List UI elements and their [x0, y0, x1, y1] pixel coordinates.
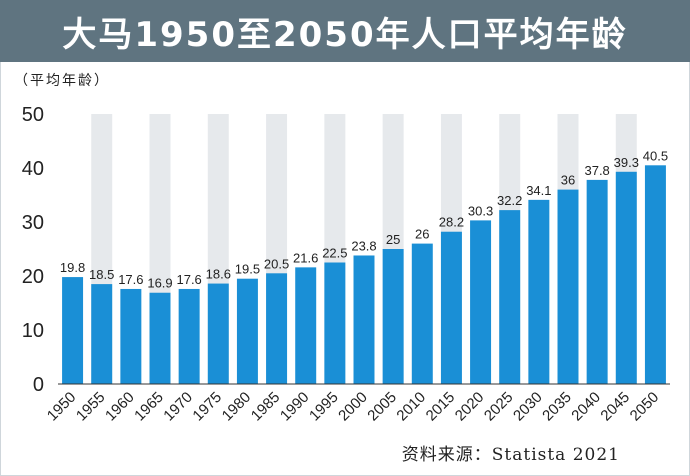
bar: [528, 199, 550, 384]
data-label: 19.8: [60, 260, 85, 275]
bar: [120, 288, 142, 384]
data-label: 26: [415, 227, 429, 242]
bar: [411, 243, 433, 384]
x-tick-label: 1955: [73, 389, 109, 425]
bar: [440, 231, 462, 384]
bar: [557, 189, 579, 384]
data-label: 18.5: [89, 267, 114, 282]
data-label: 18.6: [206, 267, 231, 282]
bar: [62, 277, 84, 384]
x-tick-label: 1950: [44, 389, 80, 425]
x-tick-label: 2040: [568, 389, 604, 425]
source-note: 资料来源：Statista 2021: [401, 445, 620, 465]
x-tick-label: 2020: [452, 389, 488, 425]
x-tick-label: 1985: [248, 389, 284, 425]
bar: [266, 273, 288, 384]
data-label: 22.5: [322, 246, 347, 261]
data-label: 36: [561, 173, 575, 188]
bar: [644, 165, 666, 384]
x-tick-label: 1975: [189, 389, 225, 425]
x-tick-label: 2045: [597, 389, 633, 425]
chart-title: 大马1950至2050年人口平均年龄: [62, 14, 628, 55]
x-tick-label: 1960: [102, 389, 138, 425]
data-label: 17.6: [118, 272, 143, 287]
bar: [353, 255, 375, 384]
data-label: 30.3: [468, 203, 493, 218]
y-tick-label: 50: [22, 104, 44, 126]
bar: [499, 210, 521, 384]
x-tick-label: 2050: [627, 389, 663, 425]
bar: [615, 171, 637, 384]
x-tick-label: 2025: [481, 389, 517, 425]
bar: [382, 249, 404, 384]
title-bar: 大马1950至2050年人口平均年龄: [0, 0, 690, 62]
x-tick-label: 1965: [131, 389, 167, 425]
y-tick-label: 30: [22, 212, 44, 234]
data-label: 28.2: [439, 215, 464, 230]
bar: [236, 278, 258, 384]
x-tick-label: 1980: [219, 389, 255, 425]
bar: [91, 284, 113, 384]
data-label: 34.1: [526, 183, 551, 198]
y-tick-label: 40: [22, 158, 44, 180]
bar: [324, 262, 346, 384]
bar: [586, 179, 608, 384]
bar: [207, 283, 229, 384]
y-tick-label: 0: [33, 374, 44, 396]
data-label: 39.3: [614, 155, 639, 170]
x-tick-label: 2015: [423, 389, 459, 425]
x-tick-label: 2000: [335, 389, 371, 425]
data-label: 19.5: [235, 262, 260, 277]
bar: [178, 288, 200, 384]
data-label: 21.6: [293, 250, 318, 265]
x-tick-label: 2030: [510, 389, 546, 425]
bar: [149, 292, 171, 384]
y-tick-label: 20: [22, 266, 44, 288]
bar: [470, 220, 492, 384]
y-axis-unit-label: （平均年龄）: [14, 73, 110, 89]
bar: [295, 267, 317, 384]
y-tick-label: 10: [22, 320, 44, 342]
data-label: 17.6: [176, 272, 201, 287]
data-label: 40.5: [643, 148, 668, 163]
data-label: 32.2: [497, 193, 522, 208]
x-tick-label: 1970: [160, 389, 196, 425]
data-label: 25: [386, 232, 400, 247]
x-tick-label: 2010: [393, 389, 429, 425]
x-tick-label: 2005: [364, 389, 400, 425]
data-label: 23.8: [351, 238, 376, 253]
data-label: 16.9: [147, 276, 172, 291]
data-label: 20.5: [264, 256, 289, 271]
x-tick-label: 1990: [277, 389, 313, 425]
x-tick-label: 1995: [306, 389, 342, 425]
data-label: 37.8: [584, 163, 609, 178]
x-tick-label: 2035: [539, 389, 575, 425]
